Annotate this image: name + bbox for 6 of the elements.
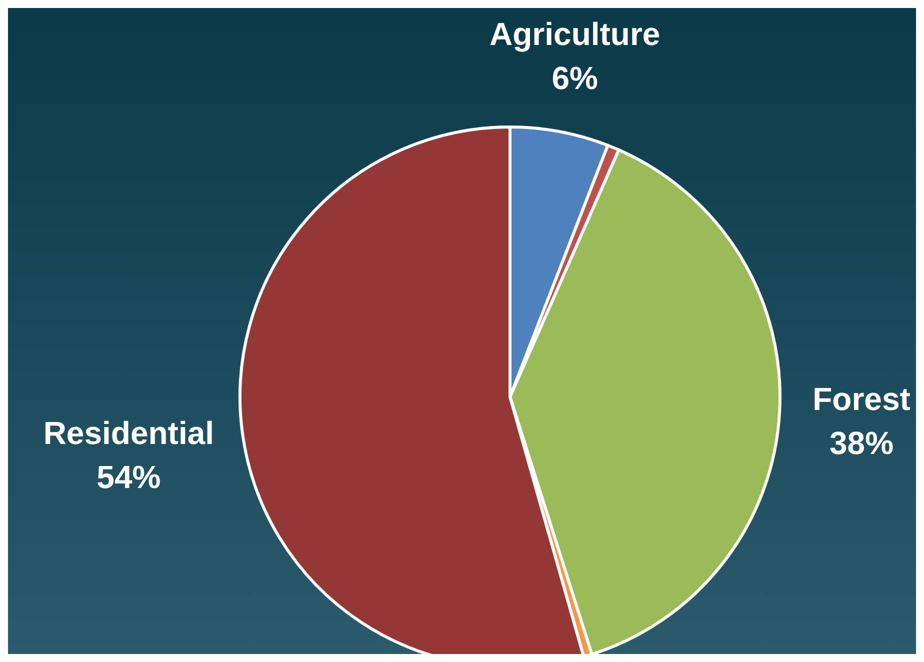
slice-label: Agriculture [490, 16, 660, 52]
slice-label: Forest [812, 380, 911, 417]
data-label: 54% [96, 459, 161, 496]
data-label: 6% [552, 60, 598, 96]
slice-label: Residential [43, 415, 214, 452]
data-label: 38% [829, 424, 894, 461]
